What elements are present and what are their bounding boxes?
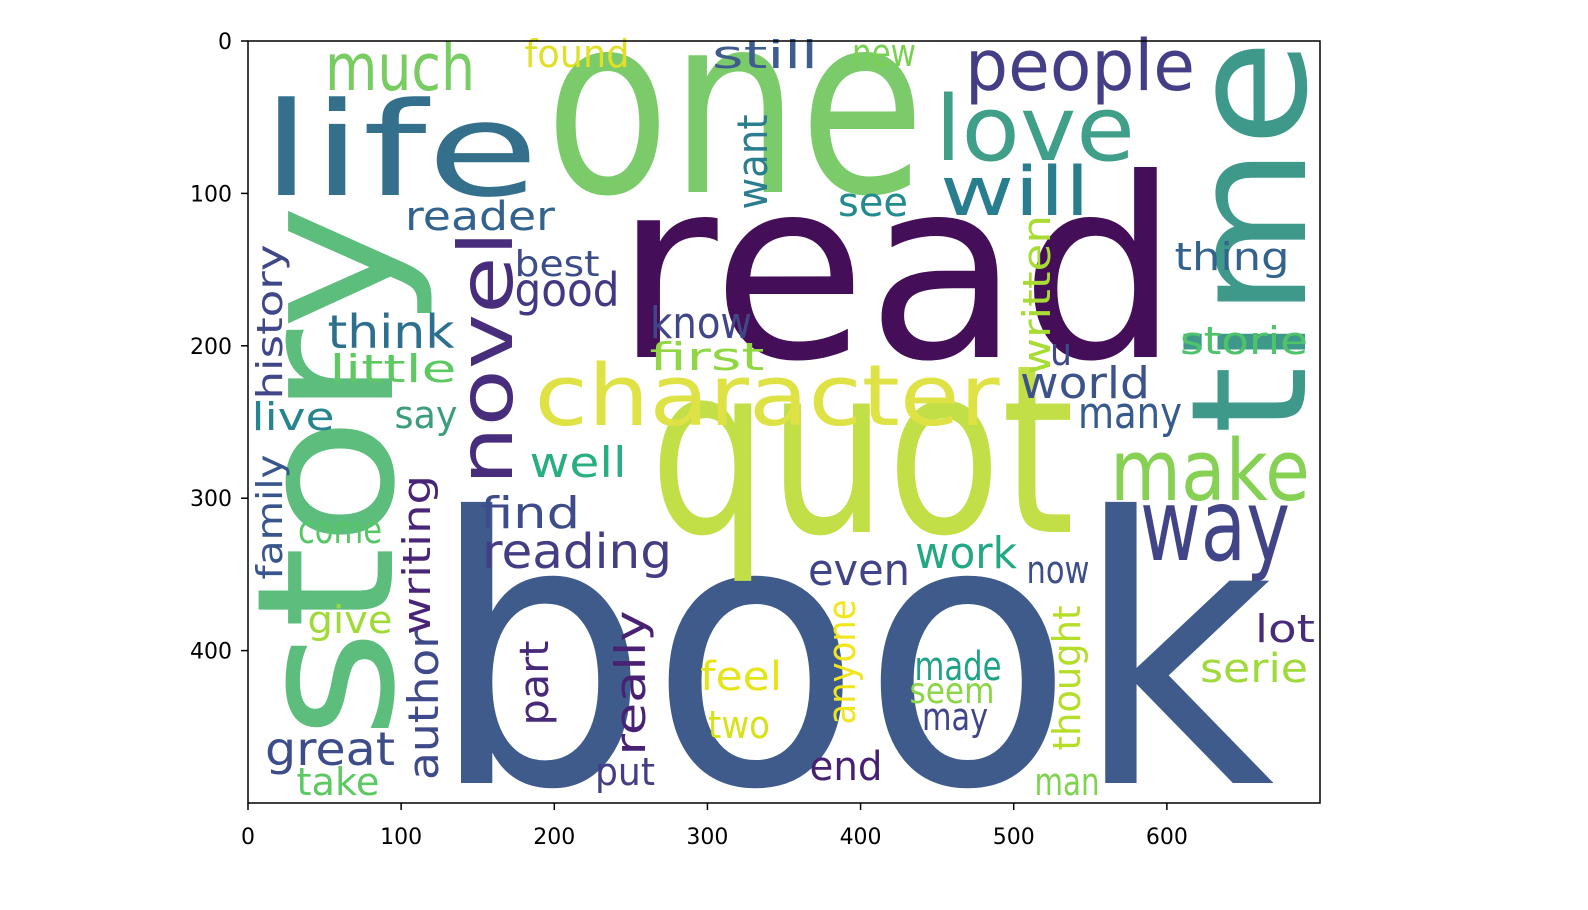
word: reading bbox=[482, 524, 672, 580]
word: time bbox=[1156, 40, 1343, 435]
word: really bbox=[606, 611, 655, 756]
word: take bbox=[297, 760, 380, 804]
x-tick-label: 600 bbox=[1146, 825, 1188, 850]
word: will bbox=[940, 153, 1090, 232]
word: author bbox=[399, 629, 448, 780]
y-tick-label: 100 bbox=[190, 182, 232, 207]
word: give bbox=[308, 598, 393, 642]
word: new bbox=[852, 31, 916, 75]
word: anyone bbox=[820, 600, 864, 725]
word: even bbox=[808, 545, 910, 596]
word: want bbox=[728, 115, 777, 210]
word: work bbox=[915, 528, 1017, 579]
word: come bbox=[298, 508, 382, 552]
word: know bbox=[650, 298, 752, 349]
y-tick-label: 300 bbox=[190, 487, 232, 512]
y-tick-label: 200 bbox=[190, 335, 232, 360]
word: may bbox=[922, 695, 988, 739]
x-tick-label: 300 bbox=[686, 825, 728, 850]
word: people bbox=[965, 25, 1195, 107]
word: history bbox=[250, 245, 291, 400]
x-tick-label: 100 bbox=[380, 825, 422, 850]
word: much bbox=[325, 31, 475, 106]
word: novel bbox=[442, 231, 530, 486]
word: character bbox=[535, 347, 1000, 446]
word: best bbox=[515, 244, 600, 285]
word: put bbox=[595, 750, 655, 794]
x-tick-label: 500 bbox=[993, 825, 1035, 850]
word: end bbox=[810, 744, 883, 790]
word: made bbox=[915, 644, 1002, 690]
word: written bbox=[1015, 215, 1059, 375]
word: live bbox=[252, 395, 335, 439]
word: good bbox=[515, 263, 620, 317]
word: still bbox=[712, 33, 818, 77]
word: two bbox=[708, 703, 770, 747]
word: quot bbox=[650, 315, 1075, 588]
y-tick-label: 400 bbox=[190, 640, 232, 665]
word: storie bbox=[1180, 319, 1308, 363]
word: love bbox=[935, 77, 1135, 182]
word: family bbox=[250, 455, 291, 580]
word: great bbox=[265, 722, 395, 776]
word: found bbox=[525, 32, 630, 76]
word: lot bbox=[1255, 607, 1315, 651]
word: well bbox=[530, 438, 627, 487]
word: part bbox=[512, 641, 558, 726]
word: one bbox=[545, 0, 925, 251]
axes-frame bbox=[247, 40, 1321, 804]
word: little bbox=[330, 347, 457, 391]
word: make bbox=[1110, 422, 1310, 521]
word: now bbox=[1027, 548, 1090, 592]
x-tick-label: 200 bbox=[533, 825, 575, 850]
word: man bbox=[1035, 760, 1100, 804]
word: world bbox=[1020, 358, 1150, 409]
word: u bbox=[1050, 330, 1072, 374]
word: see bbox=[838, 180, 908, 226]
word: story bbox=[216, 205, 437, 740]
x-tick-label: 400 bbox=[840, 825, 882, 850]
word: thing bbox=[1175, 235, 1290, 279]
word: writing bbox=[395, 475, 439, 635]
word: seem bbox=[910, 671, 995, 712]
y-tick-label: 0 bbox=[218, 30, 232, 55]
word: feel bbox=[700, 654, 782, 700]
word: find bbox=[480, 488, 580, 539]
word: life bbox=[261, 74, 539, 226]
word: many bbox=[1078, 388, 1182, 439]
word: first bbox=[650, 335, 765, 379]
axes: 0 100 200 300 400 500 600 0 100 200 300 400 bbox=[190, 30, 1321, 850]
word: way bbox=[1140, 467, 1290, 584]
x-tick-label: 0 bbox=[241, 825, 255, 850]
word: say bbox=[395, 393, 458, 437]
word: book bbox=[430, 441, 1275, 871]
word: reader bbox=[405, 194, 556, 240]
word: thought bbox=[1045, 606, 1089, 751]
word: serie bbox=[1200, 646, 1308, 692]
word: read bbox=[615, 125, 1180, 416]
word: think bbox=[328, 305, 455, 359]
